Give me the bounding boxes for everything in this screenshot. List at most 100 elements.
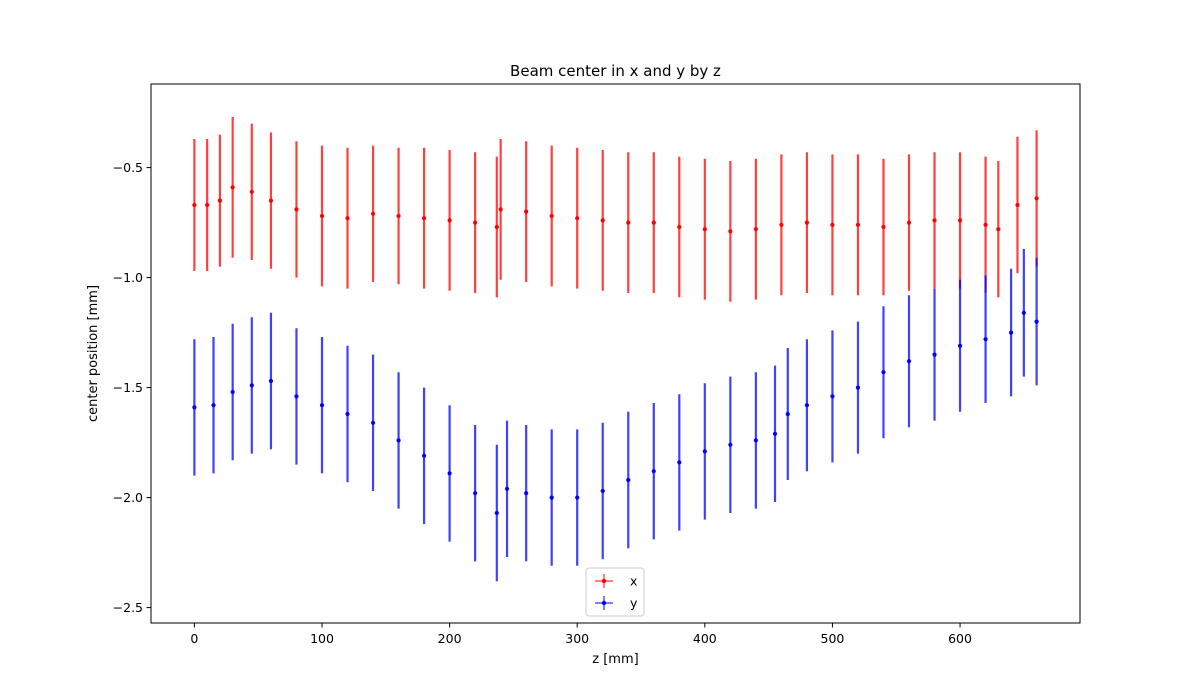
data-point-x-14 bbox=[494, 224, 499, 230]
legend-item-x: x bbox=[595, 574, 637, 589]
data-point-y-1 bbox=[211, 403, 216, 408]
legend-x-marker-icon bbox=[601, 578, 607, 584]
data-point-x-10 bbox=[396, 213, 401, 219]
data-point-y-25 bbox=[772, 431, 778, 436]
data-point-x-28 bbox=[830, 222, 835, 227]
data-point-y-23 bbox=[728, 442, 733, 447]
data-point-x-5 bbox=[268, 198, 274, 203]
x-tick-label-0: 0 bbox=[190, 631, 198, 646]
x-tick-label-3: 300 bbox=[565, 631, 589, 646]
x-tick-label-1: 100 bbox=[310, 631, 334, 646]
data-point-y-30 bbox=[881, 370, 886, 375]
data-point-y-7 bbox=[345, 411, 350, 417]
data-point-x-0 bbox=[192, 202, 197, 208]
data-point-x-34 bbox=[983, 222, 988, 227]
data-point-x-12 bbox=[447, 218, 452, 223]
y-tick-label-3: −1.0 bbox=[113, 270, 143, 285]
series-y bbox=[192, 249, 1039, 582]
data-point-x-13 bbox=[473, 220, 478, 225]
data-point-y-11 bbox=[447, 471, 452, 476]
legend-x-label: x bbox=[630, 574, 637, 589]
data-point-y-0 bbox=[192, 405, 197, 410]
data-point-x-16 bbox=[524, 209, 529, 214]
data-point-y-17 bbox=[575, 495, 580, 500]
data-point-y-13 bbox=[494, 510, 499, 516]
data-point-x-19 bbox=[600, 218, 605, 223]
data-point-y-16 bbox=[549, 495, 554, 500]
data-point-y-3 bbox=[249, 383, 254, 388]
data-point-x-21 bbox=[651, 220, 656, 225]
data-point-y-9 bbox=[396, 438, 401, 443]
data-point-x-25 bbox=[753, 227, 758, 232]
data-point-x-27 bbox=[804, 220, 810, 225]
data-point-x-7 bbox=[319, 213, 325, 219]
data-point-x-3 bbox=[230, 185, 235, 190]
data-point-x-33 bbox=[957, 218, 963, 223]
data-point-y-31 bbox=[906, 359, 912, 364]
data-point-x-6 bbox=[294, 207, 299, 212]
data-point-x-4 bbox=[249, 189, 254, 194]
data-point-x-23 bbox=[702, 227, 707, 232]
data-point-y-33 bbox=[957, 343, 963, 348]
y-tick-label-4: −0.5 bbox=[113, 160, 143, 175]
data-point-x-37 bbox=[1034, 196, 1039, 201]
data-point-y-24 bbox=[753, 438, 758, 443]
data-point-y-18 bbox=[600, 488, 605, 494]
y-tick-label-2: −1.5 bbox=[113, 380, 143, 395]
data-point-x-11 bbox=[421, 216, 427, 221]
data-point-y-29 bbox=[855, 385, 861, 390]
data-point-y-21 bbox=[677, 460, 682, 465]
data-point-x-20 bbox=[626, 220, 631, 225]
data-point-x-31 bbox=[906, 220, 912, 225]
data-point-y-36 bbox=[1021, 310, 1026, 315]
data-point-y-12 bbox=[473, 491, 478, 496]
x-tick-label-2: 200 bbox=[438, 631, 462, 646]
data-point-x-35 bbox=[996, 227, 1001, 232]
data-point-y-37 bbox=[1034, 319, 1039, 324]
data-point-x-30 bbox=[881, 224, 886, 230]
data-point-y-19 bbox=[626, 477, 631, 483]
data-point-y-5 bbox=[294, 394, 299, 399]
plot-frame bbox=[150, 83, 1081, 624]
data-point-y-2 bbox=[230, 389, 235, 395]
legend-y-label: y bbox=[630, 596, 638, 611]
data-point-x-2 bbox=[217, 198, 223, 203]
data-point-y-14 bbox=[504, 486, 510, 491]
data-point-y-28 bbox=[830, 394, 835, 399]
data-point-y-4 bbox=[268, 378, 274, 384]
data-point-y-6 bbox=[319, 403, 325, 408]
data-point-y-34 bbox=[983, 337, 988, 342]
data-point-x-24 bbox=[728, 229, 733, 234]
legend-box bbox=[585, 567, 645, 617]
data-point-x-29 bbox=[855, 222, 861, 227]
data-point-x-15 bbox=[498, 207, 503, 212]
data-point-x-36 bbox=[1015, 202, 1020, 208]
data-layer bbox=[192, 117, 1039, 582]
data-point-y-22 bbox=[702, 449, 707, 454]
x-tick-label-5: 500 bbox=[821, 631, 845, 646]
data-point-y-27 bbox=[804, 403, 810, 408]
y-tick-label-0: −2.5 bbox=[113, 600, 143, 615]
legend-item-y: y bbox=[595, 596, 638, 611]
data-point-y-10 bbox=[421, 453, 427, 458]
data-point-y-35 bbox=[1008, 330, 1014, 335]
y-axis-label: center position [mm] bbox=[86, 285, 101, 422]
data-point-x-8 bbox=[345, 216, 350, 221]
series-x bbox=[192, 117, 1039, 302]
legend-y-marker-icon bbox=[601, 600, 607, 606]
legend: x y bbox=[585, 567, 645, 617]
ticks-layer: 0 100 200 300 400 500 600 −2.5 −2.0 −1.5 −1.0 −0.5 bbox=[113, 160, 972, 646]
data-point-x-17 bbox=[549, 213, 554, 219]
data-point-x-26 bbox=[779, 222, 784, 227]
data-point-y-15 bbox=[524, 491, 529, 496]
data-point-x-32 bbox=[932, 218, 937, 223]
x-axis-label: z [mm] bbox=[592, 652, 638, 667]
x-tick-label-4: 400 bbox=[693, 631, 717, 646]
data-point-y-20 bbox=[651, 469, 656, 474]
data-point-x-9 bbox=[370, 211, 376, 216]
data-point-x-1 bbox=[205, 202, 210, 208]
data-point-x-18 bbox=[575, 216, 580, 221]
chart-title: Beam center in x and y by z bbox=[510, 62, 721, 80]
data-point-y-32 bbox=[932, 352, 937, 357]
